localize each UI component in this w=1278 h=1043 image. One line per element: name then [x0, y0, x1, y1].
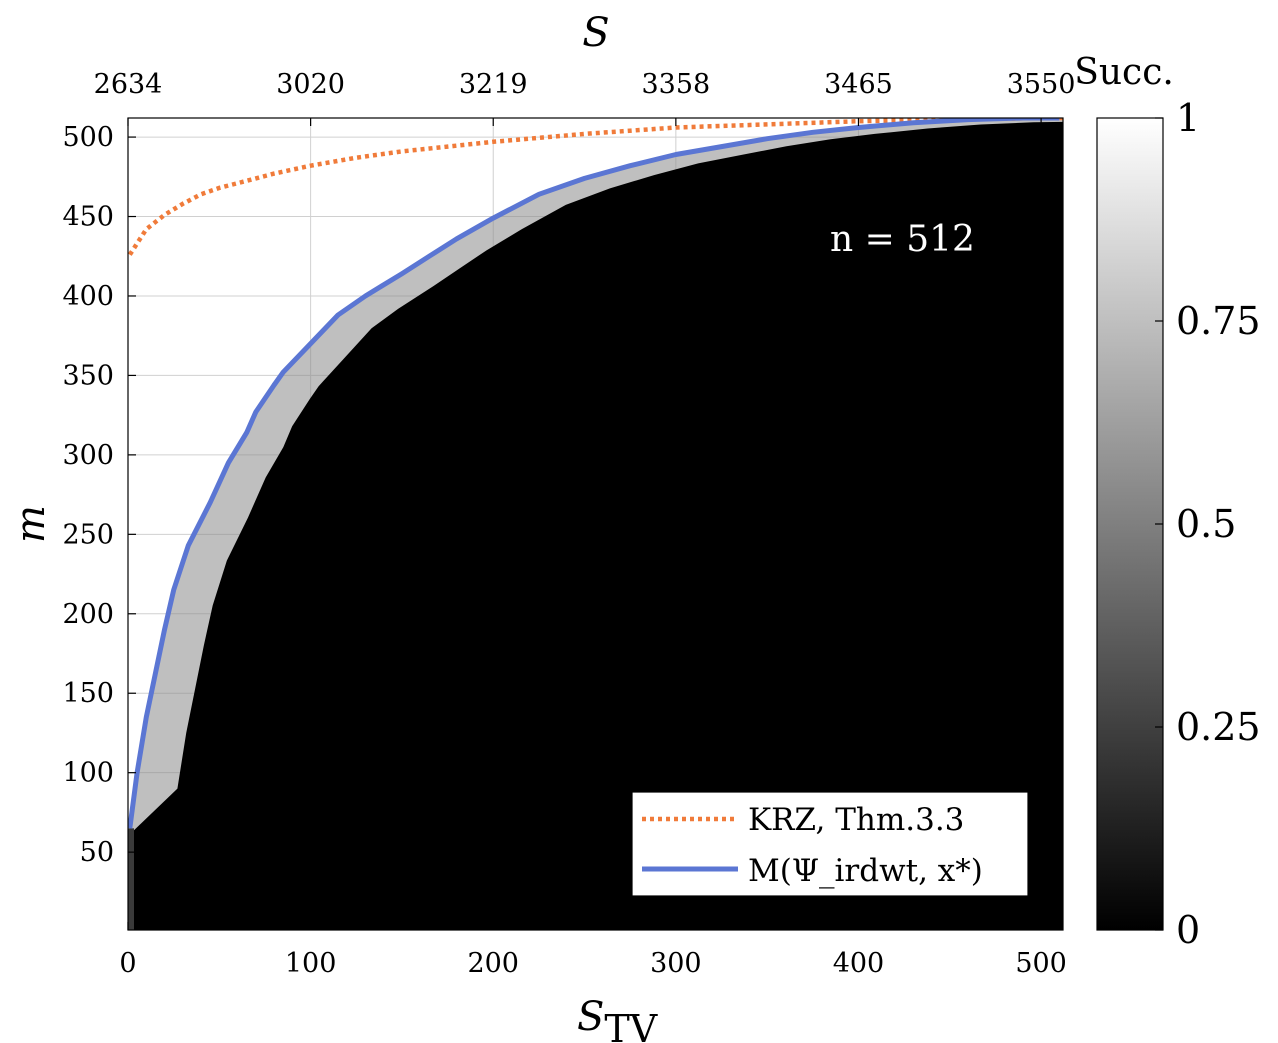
left-edge-strip [128, 828, 134, 930]
top-axis-label: S [582, 10, 609, 56]
top-tick-label-1: 3020 [276, 69, 345, 100]
y-tick-label-5: 300 [62, 440, 114, 471]
colorbar: 0 0.25 0.5 0.75 1 Succ. [1074, 52, 1260, 952]
colorbar-gradient [1096, 117, 1164, 931]
failure-region [128, 121, 1063, 930]
colorbar-tick-label-2: 0.5 [1176, 502, 1236, 546]
x-tick-label-1: 100 [285, 948, 337, 979]
y-tick-label-3: 200 [62, 599, 114, 630]
top-tick-label-2: 3219 [459, 69, 528, 100]
colorbar-title: Succ. [1074, 52, 1174, 93]
y-tick-label-2: 150 [62, 678, 114, 709]
top-tick-label-4: 3465 [824, 69, 893, 100]
top-tick-label-3: 3358 [641, 69, 710, 100]
y-axis-label: m [8, 505, 54, 543]
x-axis-ticks: 0 100 200 300 400 500 [119, 922, 1067, 979]
y-tick-label-0: 50 [80, 837, 114, 868]
top-tick-label-0: 2634 [94, 69, 163, 100]
success-heatmap [128, 118, 1063, 930]
y-tick-label-7: 400 [62, 281, 114, 312]
y-tick-label-6: 350 [62, 360, 114, 391]
x-tick-label-4: 400 [833, 948, 885, 979]
legend-label-krz: KRZ, Thm.3.3 [748, 802, 964, 838]
legend-box [631, 791, 1029, 897]
y-tick-label-8: 450 [62, 202, 114, 233]
colorbar-ticks: 0 0.25 0.5 0.75 1 [1155, 96, 1261, 952]
plot-area [127, 117, 1064, 931]
x-axis-label: STV [577, 994, 658, 1043]
legend-label-m: M(Ψ_irdwt, x*) [748, 853, 983, 889]
colorbar-tick-label-3: 0.75 [1176, 299, 1261, 343]
curves [128, 118, 1063, 829]
top-tick-label-5: 3550 [1007, 69, 1076, 100]
y-tick-label-9: 500 [62, 122, 114, 153]
x-tick-label-5: 500 [1015, 948, 1067, 979]
colorbar-tick-label-1: 0.25 [1176, 705, 1261, 749]
x-tick-label-2: 200 [467, 948, 519, 979]
y-tick-label-1: 100 [62, 758, 114, 789]
x-tick-label-0: 0 [119, 948, 136, 979]
n-annotation: n = 512 [830, 219, 975, 260]
y-tick-label-4: 250 [62, 519, 114, 550]
colorbar-tick-label-0: 0 [1176, 908, 1200, 952]
legend: KRZ, Thm.3.3 M(Ψ_irdwt, x*) [631, 791, 1029, 897]
y-axis-ticks: 50 100 150 200 250 300 350 400 450 500 [62, 122, 136, 868]
m-psi-line [128, 118, 1060, 829]
x-tick-label-3: 300 [650, 948, 702, 979]
top-axis-ticks: 2634 3020 3219 3358 3465 3550 [94, 69, 1076, 126]
plot-frame [127, 117, 1064, 931]
colorbar-tick-label-4: 1 [1176, 96, 1200, 140]
